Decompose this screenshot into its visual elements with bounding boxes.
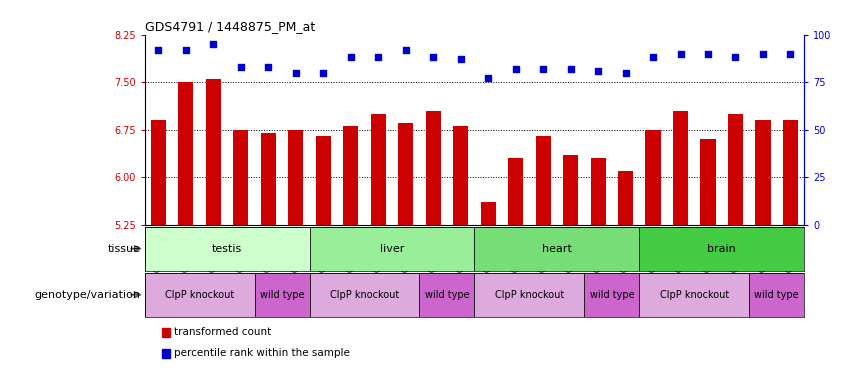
Bar [591, 158, 606, 225]
Bar [639, 273, 749, 317]
Text: genotype/variation: genotype/variation [34, 290, 140, 300]
Text: wild type: wild type [754, 290, 799, 300]
Point [784, 51, 797, 57]
Bar [508, 158, 523, 225]
Bar [316, 136, 331, 225]
Text: tissue: tissue [107, 243, 140, 254]
Bar [233, 130, 248, 225]
Point [482, 75, 495, 81]
Bar [481, 202, 496, 225]
Point [344, 54, 357, 60]
Point [564, 66, 578, 72]
Bar [618, 171, 633, 225]
Bar [151, 120, 166, 225]
Bar [646, 130, 660, 225]
Bar [145, 227, 310, 271]
Bar [453, 126, 468, 225]
Bar [474, 227, 639, 271]
Point [399, 47, 413, 53]
Bar [585, 273, 639, 317]
Point [207, 41, 220, 47]
Bar [783, 120, 798, 225]
Bar [398, 123, 414, 225]
Bar [426, 111, 441, 225]
Bar [673, 111, 688, 225]
Bar [420, 273, 475, 317]
Bar [371, 114, 386, 225]
Text: wild type: wild type [590, 290, 634, 300]
Text: wild type: wild type [425, 290, 469, 300]
Bar [288, 130, 303, 225]
Text: ClpP knockout: ClpP knockout [494, 290, 564, 300]
Point [619, 70, 632, 76]
Bar [535, 136, 551, 225]
Point [701, 51, 715, 57]
Text: liver: liver [380, 243, 404, 254]
Text: heart: heart [542, 243, 572, 254]
Point [591, 68, 605, 74]
Point [426, 54, 440, 60]
Text: ClpP knockout: ClpP knockout [330, 290, 399, 300]
Text: ClpP knockout: ClpP knockout [165, 290, 234, 300]
Point [371, 54, 385, 60]
Bar [310, 227, 474, 271]
Point [646, 54, 660, 60]
Bar [700, 139, 716, 225]
Text: percentile rank within the sample: percentile rank within the sample [174, 348, 351, 358]
Point [674, 51, 688, 57]
Point [728, 54, 742, 60]
Text: brain: brain [707, 243, 736, 254]
Bar [260, 133, 276, 225]
Point [536, 66, 550, 72]
Bar [756, 120, 770, 225]
Point [261, 64, 275, 70]
Point [179, 47, 192, 53]
Bar [145, 273, 254, 317]
Bar [728, 114, 743, 225]
Bar [179, 82, 193, 225]
Point [317, 70, 330, 76]
Text: wild type: wild type [260, 290, 305, 300]
Bar [310, 273, 420, 317]
Text: testis: testis [212, 243, 243, 254]
Bar [749, 273, 804, 317]
Bar [206, 79, 221, 225]
Point [509, 66, 523, 72]
Text: GDS4791 / 1448875_PM_at: GDS4791 / 1448875_PM_at [145, 20, 315, 33]
Bar [639, 227, 804, 271]
Point [454, 56, 467, 62]
Bar [474, 273, 585, 317]
Bar [254, 273, 310, 317]
Point [151, 47, 165, 53]
Point [289, 70, 303, 76]
Point [234, 64, 248, 70]
Bar [343, 126, 358, 225]
Point [757, 51, 770, 57]
Bar [563, 155, 578, 225]
Text: transformed count: transformed count [174, 327, 271, 337]
Text: ClpP knockout: ClpP knockout [660, 290, 729, 300]
